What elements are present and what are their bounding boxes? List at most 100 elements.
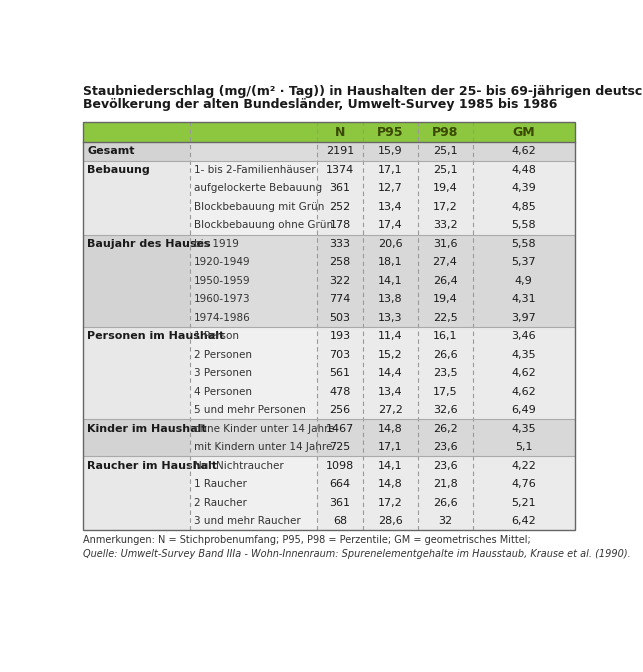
Bar (317, 179, 363, 198)
Text: 26,4: 26,4 (433, 276, 457, 286)
Bar (417, 142, 473, 161)
Bar (363, 382, 417, 401)
Text: 664: 664 (329, 479, 350, 489)
Bar (363, 327, 417, 345)
Bar (190, 235, 317, 253)
Text: 17,5: 17,5 (433, 386, 457, 396)
Text: 17,1: 17,1 (378, 442, 403, 452)
Bar (417, 271, 473, 290)
Bar (190, 161, 317, 179)
Text: 561: 561 (329, 368, 350, 378)
Bar (317, 235, 363, 253)
Text: 3,97: 3,97 (511, 312, 536, 323)
Text: 33,2: 33,2 (433, 220, 457, 230)
Bar (473, 216, 575, 235)
Text: mit Kindern unter 14 Jahre: mit Kindern unter 14 Jahre (194, 442, 332, 452)
Bar (417, 308, 473, 327)
Text: 333: 333 (329, 239, 350, 249)
Bar (317, 438, 363, 456)
Text: 4,22: 4,22 (511, 460, 536, 470)
Text: 32,6: 32,6 (433, 405, 457, 415)
Bar (363, 179, 417, 198)
Bar (190, 271, 317, 290)
Text: 23,5: 23,5 (433, 368, 457, 378)
Bar (473, 253, 575, 271)
Text: 5,21: 5,21 (511, 497, 536, 507)
Bar (84, 271, 190, 290)
Text: 774: 774 (329, 294, 350, 304)
Text: 23,6: 23,6 (433, 442, 457, 452)
Bar (363, 308, 417, 327)
Text: 14,1: 14,1 (378, 460, 403, 470)
Bar (317, 308, 363, 327)
Bar (190, 364, 317, 382)
Bar (190, 290, 317, 308)
Text: 4,9: 4,9 (515, 276, 532, 286)
Bar (473, 161, 575, 179)
Text: 725: 725 (329, 442, 350, 452)
Bar (417, 216, 473, 235)
Bar (363, 216, 417, 235)
Text: 31,6: 31,6 (433, 239, 457, 249)
Text: 193: 193 (329, 331, 350, 341)
Bar (317, 401, 363, 419)
Bar (317, 475, 363, 493)
Bar (363, 364, 417, 382)
Bar (417, 493, 473, 512)
Text: 14,1: 14,1 (378, 276, 403, 286)
Bar (84, 512, 190, 530)
Text: Kinder im Haushalt: Kinder im Haushalt (87, 423, 207, 433)
Bar (417, 161, 473, 179)
Bar (417, 198, 473, 216)
Text: 252: 252 (329, 202, 350, 212)
Bar (363, 419, 417, 438)
Bar (190, 142, 317, 161)
Text: 1098: 1098 (326, 460, 354, 470)
Bar (417, 512, 473, 530)
Bar (417, 179, 473, 198)
Bar (363, 253, 417, 271)
Bar (417, 327, 473, 345)
Bar (363, 456, 417, 475)
Bar (317, 142, 363, 161)
Text: Personen im Haushalt: Personen im Haushalt (87, 331, 224, 341)
Text: 19,4: 19,4 (433, 183, 457, 194)
Text: 23,6: 23,6 (433, 460, 457, 470)
Bar (473, 512, 575, 530)
Text: 178: 178 (329, 220, 350, 230)
Bar (190, 382, 317, 401)
Text: aufgelockerte Bebauung: aufgelockerte Bebauung (194, 183, 322, 194)
Bar (190, 253, 317, 271)
Text: 258: 258 (329, 257, 350, 267)
Text: Blockbebauung ohne Grün: Blockbebauung ohne Grün (194, 220, 332, 230)
Bar (84, 290, 190, 308)
Text: 1960-1973: 1960-1973 (194, 294, 250, 304)
Bar (317, 419, 363, 438)
Bar (473, 290, 575, 308)
Text: 25,1: 25,1 (433, 165, 457, 175)
Text: 4,76: 4,76 (511, 479, 536, 489)
Text: 20,6: 20,6 (378, 239, 403, 249)
Bar (417, 382, 473, 401)
Bar (363, 345, 417, 364)
Bar (190, 216, 317, 235)
Bar (473, 327, 575, 345)
Text: 4,62: 4,62 (511, 146, 536, 157)
Bar (417, 419, 473, 438)
Text: 703: 703 (329, 349, 350, 360)
Text: bis 1919: bis 1919 (194, 239, 239, 249)
Bar (317, 364, 363, 382)
Text: 503: 503 (329, 312, 350, 323)
Bar (473, 179, 575, 198)
Text: Baujahr des Hauses: Baujahr des Hauses (87, 239, 211, 249)
Bar (84, 308, 190, 327)
Text: Bebauung: Bebauung (87, 165, 150, 175)
Text: 256: 256 (329, 405, 350, 415)
Text: 322: 322 (329, 276, 350, 286)
Bar (84, 122, 575, 142)
Bar (317, 345, 363, 364)
Text: 27,4: 27,4 (433, 257, 457, 267)
Bar (363, 290, 417, 308)
Text: 1- bis 2-Familienhäuser: 1- bis 2-Familienhäuser (194, 165, 315, 175)
Bar (317, 198, 363, 216)
